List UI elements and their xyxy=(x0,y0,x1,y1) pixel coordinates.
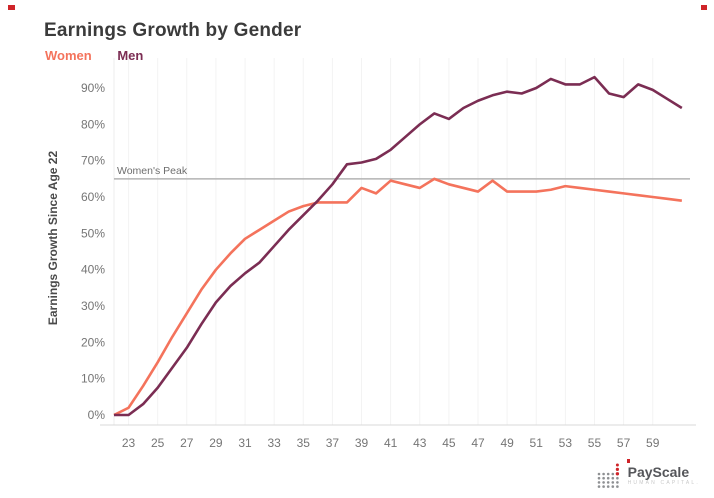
payscale-logo: PayScale HUMAN CAPITAL. xyxy=(596,460,700,490)
y-tick-label: 10% xyxy=(81,372,105,386)
y-tick-label: 30% xyxy=(81,299,105,313)
x-tick-label: 39 xyxy=(355,436,369,450)
x-tick-label: 27 xyxy=(180,436,194,450)
x-tick-label: 29 xyxy=(209,436,223,450)
womens-peak-label: Women's Peak xyxy=(117,165,188,177)
series-line-women xyxy=(113,177,683,417)
y-tick-label: 0% xyxy=(88,408,106,422)
series-line-men xyxy=(114,75,683,417)
chart-legend: Women Men xyxy=(45,48,165,63)
x-tick-label: 51 xyxy=(530,436,544,450)
y-tick-label: 90% xyxy=(81,81,105,95)
x-tick-label: 45 xyxy=(442,436,456,450)
x-tick-label: 43 xyxy=(413,436,427,450)
y-tick-label: 60% xyxy=(81,190,105,204)
payscale-dots-icon xyxy=(597,463,619,488)
x-tick-label: 57 xyxy=(617,436,631,450)
y-tick-label: 70% xyxy=(81,154,105,168)
red-dot-mark xyxy=(627,459,630,463)
red-corner-mark-right xyxy=(701,5,707,10)
payscale-brand-text: PayScale xyxy=(627,463,690,480)
x-tick-label: 35 xyxy=(297,436,311,450)
x-tick-label: 23 xyxy=(122,436,136,450)
red-corner-mark-left xyxy=(8,5,15,10)
y-tick-label: 50% xyxy=(81,226,105,240)
payscale-tagline: HUMAN CAPITAL. xyxy=(627,479,700,486)
x-tick-label: 37 xyxy=(326,436,340,450)
x-tick-label: 47 xyxy=(471,436,485,450)
x-tick-label: 59 xyxy=(646,436,660,450)
y-tick-label: 40% xyxy=(81,263,105,277)
x-tick-label: 53 xyxy=(559,436,573,450)
x-tick-label: 25 xyxy=(151,436,165,450)
x-tick-label: 41 xyxy=(384,436,398,450)
x-tick-label: 31 xyxy=(238,436,252,450)
y-tick-label: 20% xyxy=(81,335,105,349)
legend-item-men: Men xyxy=(117,48,144,63)
y-tick-label: 80% xyxy=(81,117,105,131)
x-tick-label: 49 xyxy=(500,436,514,450)
x-tick-label: 33 xyxy=(267,436,281,450)
x-tick-label: 55 xyxy=(588,436,602,450)
chart-title: Earnings Growth by Gender xyxy=(44,20,302,41)
legend-item-women: Women xyxy=(45,48,92,63)
